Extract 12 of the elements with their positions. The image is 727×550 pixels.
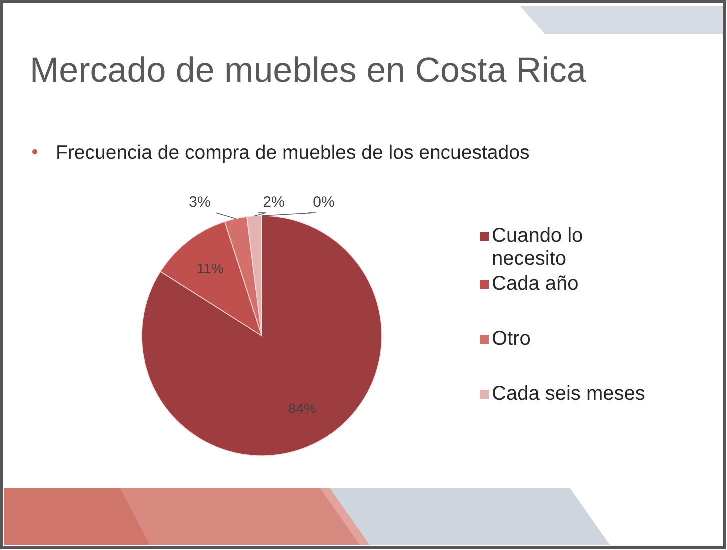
data-label: 11% [197, 260, 224, 276]
legend-label: Cada seis meses [492, 383, 646, 405]
data-label: 2% [263, 194, 285, 211]
legend-label: Otro [492, 328, 531, 350]
legend-label: Cada año [492, 273, 579, 295]
text: 0% [313, 194, 335, 211]
data-label: 84% [288, 400, 316, 416]
chart-title: Mercado de muebles en Costa Rica [30, 51, 587, 90]
legend-label: Cuando lo necesito [492, 225, 584, 270]
pie-slice [142, 216, 382, 456]
data-label: 3% [189, 194, 211, 211]
chart-subtitle: Frecuencia de compra de muebles de los encuestados [56, 142, 530, 164]
